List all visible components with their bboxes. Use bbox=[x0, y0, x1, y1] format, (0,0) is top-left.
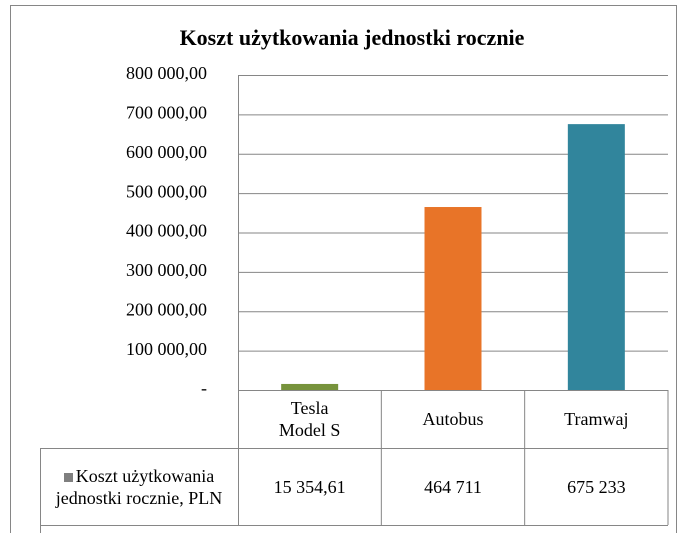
y-tick-label: 700 000,00 bbox=[126, 103, 207, 123]
chart-frame bbox=[10, 5, 677, 533]
x-tick-label: Tesla Model S bbox=[278, 398, 341, 440]
bar bbox=[281, 383, 339, 390]
x-tick-label: Autobus bbox=[422, 409, 484, 429]
chart-title: Koszt użytkowania jednostki rocznie bbox=[180, 25, 525, 50]
data-table-value: 15 354,61 bbox=[273, 476, 346, 497]
y-tick-label: 100 000,00 bbox=[126, 339, 207, 359]
legend-label: Koszt użytkowania jednostki rocznie, PLN bbox=[55, 465, 223, 508]
y-tick-label: 200 000,00 bbox=[126, 299, 207, 319]
bar bbox=[424, 207, 482, 390]
y-tick-label: 800 000,00 bbox=[126, 63, 207, 83]
x-tick-cell: Autobus bbox=[381, 390, 524, 448]
legend-key bbox=[63, 472, 73, 482]
x-tick-label: Tramwaj bbox=[564, 409, 629, 429]
y-tick-label: 500 000,00 bbox=[126, 181, 207, 201]
x-tick-cell: Tramwaj bbox=[525, 390, 668, 448]
y-tick-label: 400 000,00 bbox=[126, 221, 207, 241]
x-tick-cell: Tesla Model S bbox=[238, 390, 381, 448]
y-tick-label: 600 000,00 bbox=[126, 142, 207, 162]
y-tick-label: 300 000,00 bbox=[126, 260, 207, 280]
data-table-value: 675 233 bbox=[567, 476, 626, 497]
y-tick-label: - bbox=[201, 378, 207, 398]
legend-cell: Koszt użytkowania jednostki rocznie, PLN bbox=[40, 448, 238, 525]
legend-entry: Koszt użytkowania jednostki rocznie, PLN bbox=[50, 465, 228, 509]
data-table-value: 464 711 bbox=[424, 476, 482, 497]
bar bbox=[567, 124, 625, 390]
